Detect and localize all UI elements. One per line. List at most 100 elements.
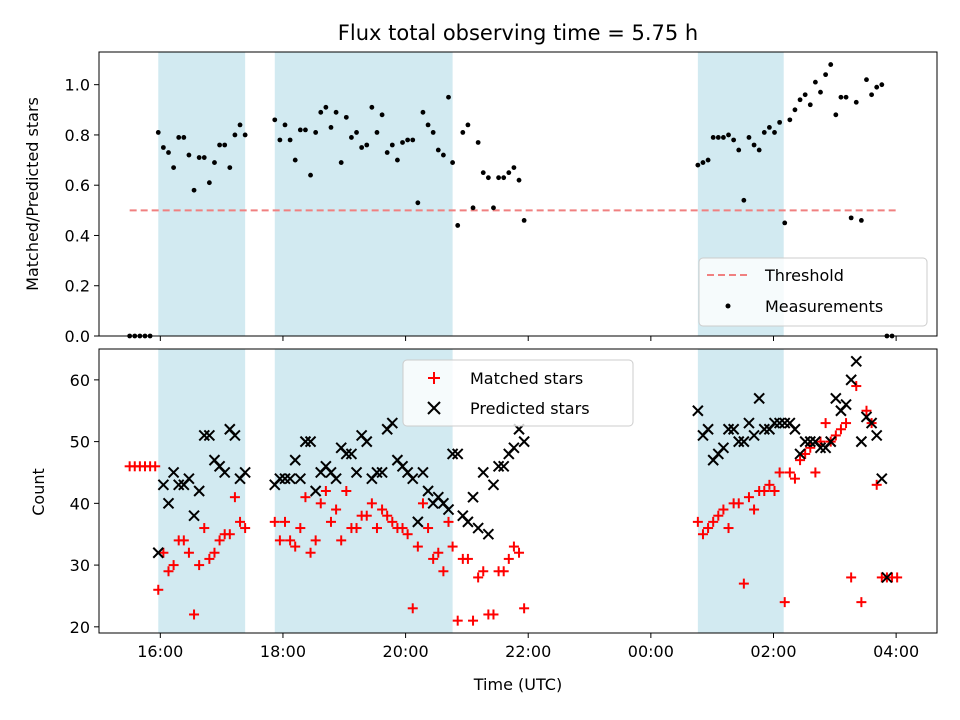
predicted-star-point xyxy=(497,460,510,473)
measurement-point xyxy=(415,200,421,206)
predicted-x-b xyxy=(825,435,837,448)
matched-star-point xyxy=(820,418,831,429)
predicted-x-b xyxy=(335,442,347,454)
matched-star-point xyxy=(168,560,179,571)
predicted-x-b xyxy=(860,411,873,423)
measurement-point xyxy=(446,94,451,100)
predicted-star-point xyxy=(492,460,505,473)
matched-legend-swatch xyxy=(428,372,440,384)
predicted-x-b xyxy=(229,429,241,442)
y-tick-label: 0.2 xyxy=(65,277,90,296)
measurement-point xyxy=(343,114,349,120)
matched-star-point xyxy=(514,547,525,558)
matched-star-point xyxy=(856,597,867,608)
matched-star-point xyxy=(769,486,780,496)
measurement-point xyxy=(181,135,187,140)
measurements-legend-label: Measurements xyxy=(765,297,883,316)
matched-star-point xyxy=(733,498,744,509)
measurement-point xyxy=(695,162,701,168)
predicted-x-b xyxy=(355,429,368,442)
predicted-star-point xyxy=(451,448,464,460)
predicted-x-b xyxy=(477,466,489,479)
count-points xyxy=(124,355,903,626)
measurement-point xyxy=(807,102,813,108)
predicted-x-b xyxy=(804,435,816,448)
predicted-x-b xyxy=(467,491,479,503)
measurement-point xyxy=(787,117,793,123)
predicted-x-b xyxy=(876,472,888,485)
predicted-x-b xyxy=(284,472,296,485)
bottom-y-axis-label: Count xyxy=(29,468,48,516)
measurement-point xyxy=(313,130,319,135)
predicted-star-point xyxy=(330,472,342,485)
top-axes-frame xyxy=(98,51,938,337)
predicted-x-b xyxy=(702,423,714,435)
measurement-point xyxy=(389,142,395,148)
predicted-star-point xyxy=(198,429,210,442)
matched-star-point xyxy=(784,467,795,478)
predicted-x-b xyxy=(758,423,770,435)
measurement-point xyxy=(272,117,278,123)
measurement-point xyxy=(303,127,308,133)
predicted-star-point xyxy=(768,417,781,429)
predicted-star-point xyxy=(157,479,170,491)
measurement-point xyxy=(777,119,783,125)
matched-star-point xyxy=(795,455,806,466)
predicted-x-b xyxy=(152,547,164,559)
top-legend-box xyxy=(698,257,928,327)
predicted-x-b xyxy=(386,417,399,429)
predicted-x-b xyxy=(451,448,464,460)
predicted-x-b xyxy=(213,460,226,473)
predicted-x-b xyxy=(371,466,383,479)
predicted-star-point xyxy=(753,392,765,405)
predicted-star-point xyxy=(508,442,520,454)
predicted-x-b xyxy=(157,479,170,491)
matched-star-point xyxy=(774,467,785,478)
matched-star-point xyxy=(387,516,398,527)
predicted-star-point xyxy=(738,435,750,448)
predicted-x-b xyxy=(340,448,353,460)
predicted-star-point xyxy=(814,442,827,454)
predicted-x-b xyxy=(727,423,740,435)
predicted-star-point xyxy=(477,466,489,479)
matched-star-point xyxy=(810,467,821,478)
predicted-x-b xyxy=(487,479,500,491)
matched-legend-label: Matched stars xyxy=(470,369,583,388)
measurement-point xyxy=(430,130,436,135)
x-tick-label: 00:00 xyxy=(628,642,674,661)
predicted-x-b xyxy=(733,435,745,448)
y-tick-label: 40 xyxy=(70,494,90,513)
predicted-star-point xyxy=(340,448,353,460)
matched-star-point xyxy=(366,498,377,509)
predicted-star-point xyxy=(467,491,479,503)
matched-star-point xyxy=(452,615,463,626)
matched-star-point xyxy=(473,572,484,583)
measurement-point xyxy=(746,135,752,140)
predicted-star-point xyxy=(758,423,770,435)
measurement-point xyxy=(227,165,233,171)
matched-star-point xyxy=(428,553,439,564)
x-tick-label: 04:00 xyxy=(873,642,919,661)
matched-star-point xyxy=(407,603,418,614)
predicted-star-point xyxy=(446,448,459,460)
matched-star-point xyxy=(519,603,530,614)
bottom-x-ticks: 16:00 18:00 20:00 22:00 00:00 02:00 04:00 xyxy=(137,633,919,661)
predicted-x-b xyxy=(330,472,342,485)
measurement-point xyxy=(232,132,238,138)
predicted-star-point xyxy=(472,522,484,534)
predicted-star-point xyxy=(462,516,474,528)
measurement-point xyxy=(212,160,217,165)
matched-star-point xyxy=(764,479,775,490)
matched-star-point xyxy=(468,615,479,626)
x-tick-label: 22:00 xyxy=(505,642,551,661)
predicted-star-point xyxy=(345,448,358,460)
predicted-x-b xyxy=(309,485,322,497)
predicted-star-point xyxy=(162,497,175,510)
measurement-point xyxy=(731,137,737,143)
measurement-point xyxy=(858,217,864,223)
measurement-point xyxy=(838,94,844,100)
matched-star-point xyxy=(703,523,714,534)
matched-star-point xyxy=(158,547,169,558)
predicted-x-b xyxy=(396,460,409,473)
